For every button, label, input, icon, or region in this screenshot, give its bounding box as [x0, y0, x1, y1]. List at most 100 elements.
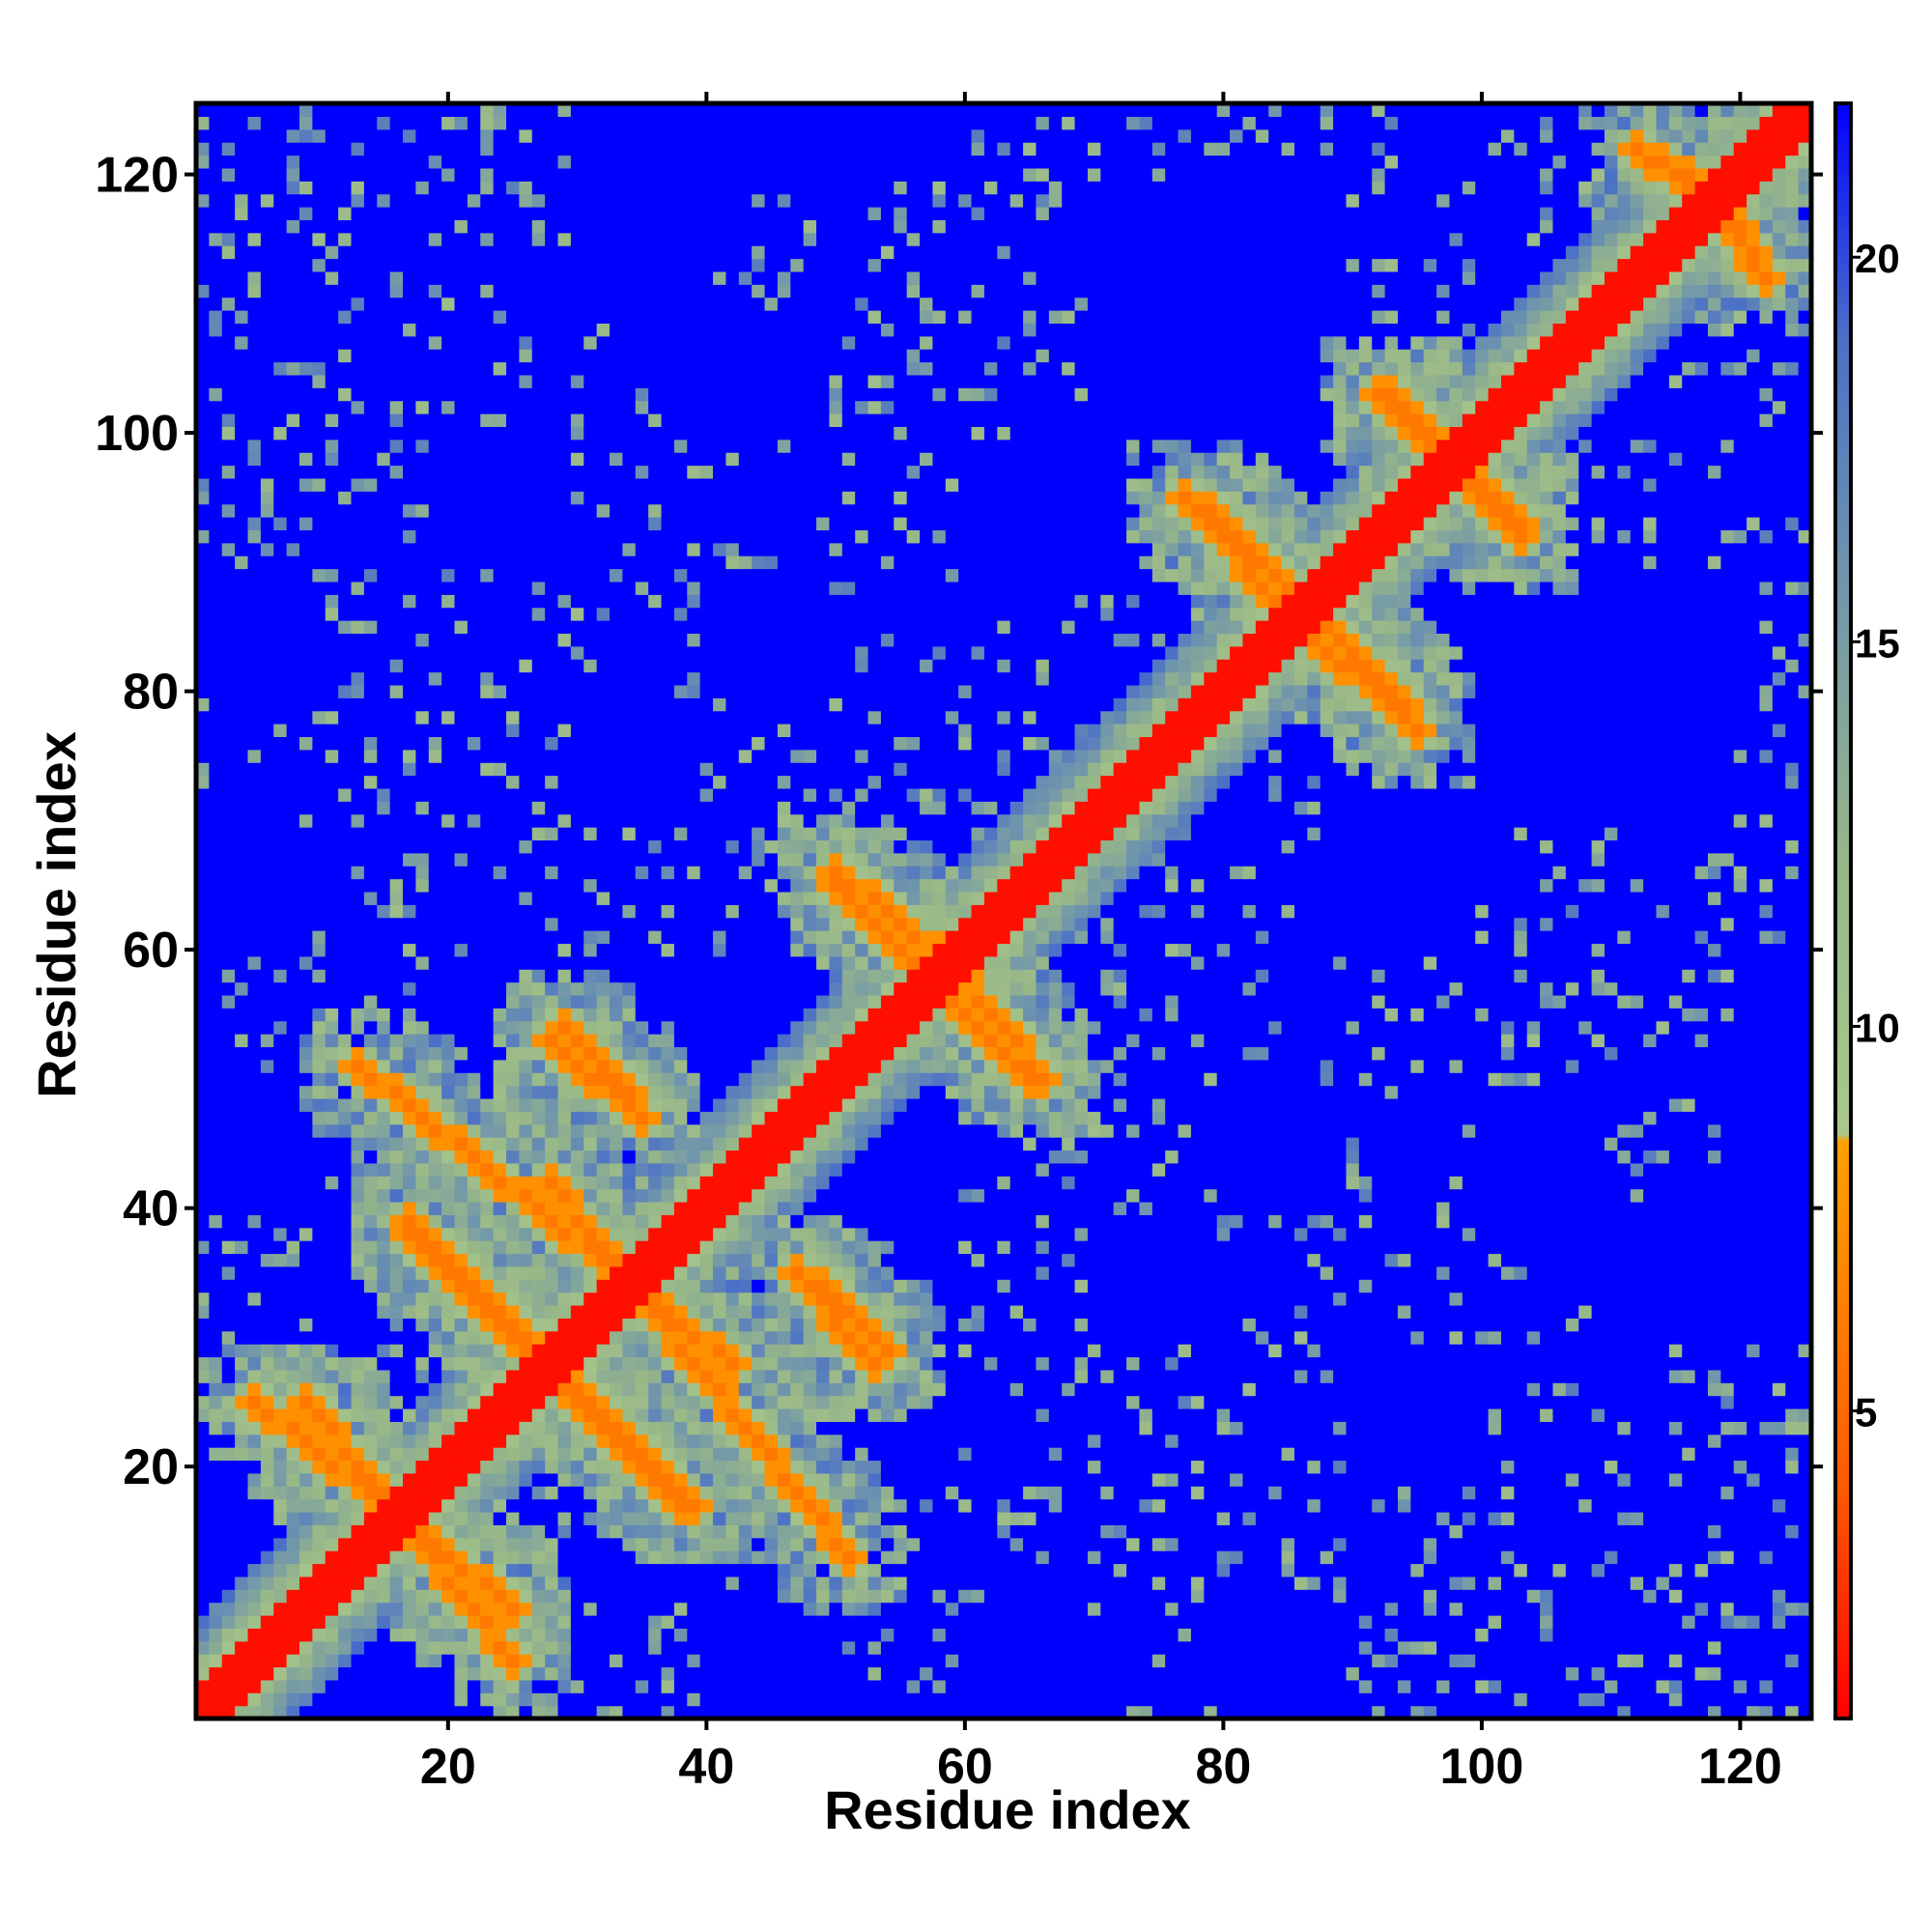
heatmap-cell — [467, 1576, 481, 1590]
heatmap-cell — [299, 1576, 313, 1590]
heatmap-cell — [454, 1692, 469, 1707]
heatmap-cell — [506, 697, 520, 712]
heatmap-cell — [583, 671, 598, 686]
heatmap-cell — [196, 1472, 210, 1487]
heatmap-cell — [196, 775, 210, 789]
heatmap-cell — [363, 310, 378, 324]
heatmap-cell — [403, 1265, 416, 1280]
heatmap-cell — [687, 1072, 701, 1087]
heatmap-cell — [428, 1318, 442, 1332]
heatmap-cell — [610, 930, 624, 945]
heatmap-cell — [312, 1692, 327, 1707]
heatmap-cell — [570, 555, 584, 570]
heatmap-cell — [338, 1137, 353, 1151]
heatmap-cell — [312, 1059, 327, 1073]
heatmap-cell — [687, 1589, 701, 1604]
heatmap-cell — [557, 891, 572, 905]
heatmap-cell — [480, 749, 495, 763]
heatmap-cell — [635, 1666, 649, 1681]
heatmap-cell — [363, 1176, 378, 1190]
heatmap-cell — [415, 917, 430, 931]
heatmap-cell — [545, 607, 559, 621]
heatmap-cell — [519, 1240, 533, 1255]
heatmap-cell — [454, 1150, 469, 1164]
heatmap-cell — [196, 1407, 210, 1422]
heatmap-cell — [699, 671, 714, 686]
heatmap-cell — [415, 181, 430, 195]
heatmap-cell — [570, 1434, 584, 1448]
heatmap-cell — [325, 594, 339, 609]
heatmap-cell — [687, 1085, 701, 1099]
heatmap-cell — [531, 310, 546, 324]
heatmap-cell — [648, 465, 663, 479]
heatmap-cell — [441, 1150, 456, 1164]
heatmap-cell — [506, 994, 520, 1009]
heatmap-cell — [403, 155, 416, 169]
heatmap-cell — [506, 1318, 520, 1332]
heatmap-cell — [557, 1563, 572, 1577]
heatmap-cell — [687, 1059, 701, 1073]
heatmap-cell — [441, 904, 456, 919]
heatmap-cell — [196, 1214, 210, 1229]
heatmap-cell — [545, 1692, 559, 1707]
heatmap-cell — [389, 1614, 404, 1629]
heatmap-cell — [506, 1330, 520, 1345]
heatmap-cell — [596, 426, 611, 440]
heatmap-cell — [596, 1486, 611, 1500]
heatmap-cell — [363, 542, 378, 556]
heatmap-cell — [596, 232, 611, 246]
heatmap-cell — [687, 491, 701, 505]
heatmap-cell — [648, 142, 663, 156]
heatmap-cell — [403, 1201, 416, 1215]
heatmap-cell — [286, 1059, 300, 1073]
heatmap-cell — [635, 633, 649, 647]
heatmap-cell — [673, 736, 688, 751]
heatmap-cell — [312, 1434, 327, 1448]
heatmap-cell — [493, 1201, 507, 1215]
heatmap-cell — [545, 697, 559, 712]
heatmap-cell — [351, 167, 365, 182]
heatmap-cell — [557, 1602, 572, 1616]
heatmap-cell — [235, 1214, 249, 1229]
heatmap-cell — [506, 1447, 520, 1462]
heatmap-cell — [661, 361, 675, 376]
heatmap-cell — [610, 323, 624, 337]
heatmap-cell — [325, 477, 339, 492]
heatmap-cell — [467, 1486, 481, 1500]
heatmap-cell — [441, 852, 456, 867]
heatmap-cell — [531, 270, 546, 285]
heatmap-cell — [596, 1498, 611, 1513]
heatmap-cell — [235, 1472, 249, 1487]
heatmap-cell — [557, 1111, 572, 1125]
heatmap-cell — [196, 1318, 210, 1332]
heatmap-cell — [235, 103, 249, 117]
heatmap-cell — [557, 762, 572, 777]
heatmap-cell — [648, 1188, 663, 1203]
heatmap-cell — [480, 232, 495, 246]
heatmap-cell — [596, 349, 611, 363]
heatmap-cell — [610, 207, 624, 220]
heatmap-cell — [312, 142, 327, 156]
heatmap-cell — [622, 736, 637, 751]
heatmap-cell — [377, 491, 391, 505]
heatmap-cell — [570, 955, 584, 970]
heatmap-cell — [506, 258, 520, 272]
heatmap-cell — [363, 270, 378, 285]
heatmap-cell — [687, 374, 701, 388]
heatmap-cell — [312, 1201, 327, 1215]
heatmap-cell — [428, 1072, 442, 1087]
heatmap-cell — [557, 1640, 572, 1655]
heatmap-cell — [247, 245, 262, 260]
heatmap-cell — [428, 620, 442, 635]
heatmap-cell — [687, 1395, 701, 1409]
heatmap-cell — [221, 594, 236, 609]
heatmap-cell — [699, 710, 714, 724]
heatmap-cell — [415, 1382, 430, 1397]
heatmap-cell — [260, 413, 274, 427]
heatmap-cell — [519, 1563, 533, 1577]
heatmap-cell — [635, 1705, 649, 1719]
heatmap-cell — [610, 904, 624, 919]
heatmap-cell — [531, 1046, 546, 1061]
heatmap-cell — [196, 891, 210, 905]
heatmap-cell — [699, 1382, 714, 1397]
